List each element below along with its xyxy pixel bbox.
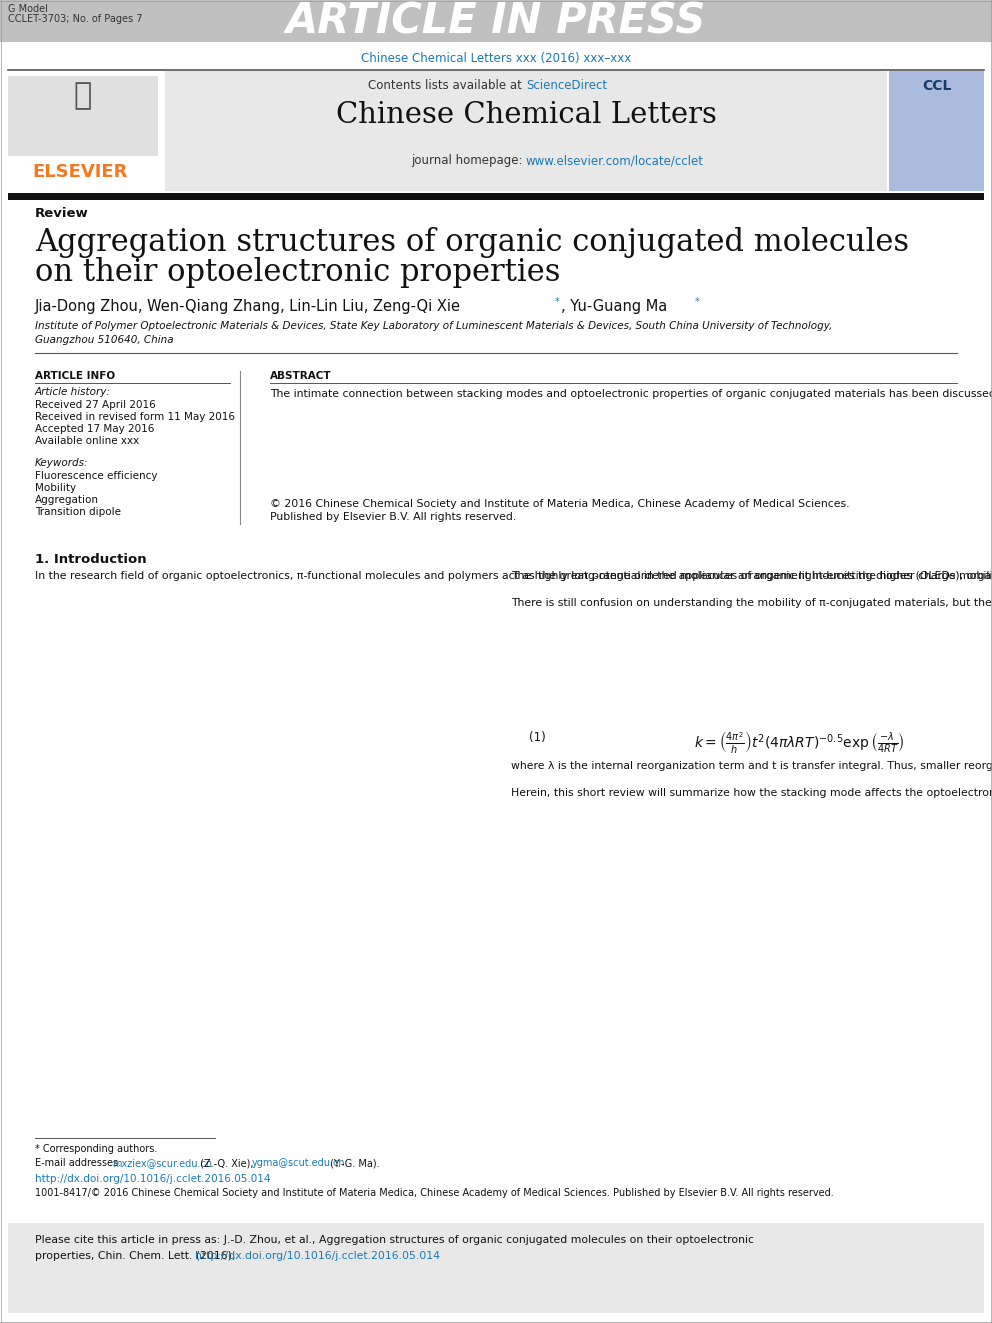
Text: http://dx.doi.org/10.1016/j.cclet.2016.05.014: http://dx.doi.org/10.1016/j.cclet.2016.0… — [195, 1252, 440, 1261]
Text: where λ is the internal reorganization term and t is transfer integral. Thus, sm: where λ is the internal reorganization t… — [511, 759, 992, 798]
Text: * Corresponding authors.: * Corresponding authors. — [35, 1144, 158, 1154]
Text: www.elsevier.com/locate/cclet: www.elsevier.com/locate/cclet — [526, 153, 704, 167]
Text: © 2016 Chinese Chemical Society and Institute of Materia Medica, Chinese Academy: © 2016 Chinese Chemical Society and Inst… — [270, 499, 849, 509]
Bar — [0, 0, 992, 42]
Text: The highly long-range ordered molecular arrangement induces the higher charge mo: The highly long-range ordered molecular … — [511, 572, 992, 609]
Bar — [889, 71, 984, 191]
Text: In the research field of organic optoelectronics, π-functional molecules and pol: In the research field of organic optoele… — [35, 572, 992, 581]
Bar — [8, 1222, 984, 1312]
Text: (Z.-Q. Xie),: (Z.-Q. Xie), — [197, 1158, 257, 1168]
Text: Mobility: Mobility — [35, 483, 76, 493]
Text: journal homepage:: journal homepage: — [411, 153, 526, 167]
Text: $k = \left(\frac{4\pi^2}{h}\right)t^2(4\pi\lambda RT)^{-0.5}\exp\left(\frac{-\la: $k = \left(\frac{4\pi^2}{h}\right)t^2(4\… — [693, 729, 905, 755]
Text: Institute of Polymer Optoelectronic Materials & Devices, State Key Laboratory of: Institute of Polymer Optoelectronic Mate… — [35, 321, 832, 331]
Text: ELSEVIER: ELSEVIER — [33, 163, 128, 181]
Text: ScienceDirect: ScienceDirect — [526, 79, 607, 93]
Bar — [8, 193, 984, 200]
Text: mxziex@scur.edu.cn: mxziex@scur.edu.cn — [112, 1158, 212, 1168]
Text: Fluorescence efficiency: Fluorescence efficiency — [35, 471, 158, 482]
Text: Transition dipole: Transition dipole — [35, 507, 121, 517]
Text: Please cite this article in press as: J.-D. Zhou, et al., Aggregation structures: Please cite this article in press as: J.… — [35, 1234, 754, 1245]
Text: Aggregation structures of organic conjugated molecules: Aggregation structures of organic conjug… — [35, 228, 909, 258]
Text: Article history:: Article history: — [35, 388, 111, 397]
Text: , Yu-Guang Ma: , Yu-Guang Ma — [561, 299, 668, 314]
Text: CCLET-3703; No. of Pages 7: CCLET-3703; No. of Pages 7 — [8, 15, 143, 24]
Text: G Model: G Model — [8, 4, 48, 15]
Text: (1): (1) — [530, 732, 546, 744]
Text: Accepted 17 May 2016: Accepted 17 May 2016 — [35, 423, 155, 434]
Bar — [8, 75, 158, 156]
Text: ABSTRACT: ABSTRACT — [270, 370, 331, 381]
Text: Guangzhou 510640, China: Guangzhou 510640, China — [35, 335, 174, 345]
Text: ygma@scut.edu.cn: ygma@scut.edu.cn — [252, 1158, 345, 1168]
Bar — [165, 71, 887, 191]
Text: Available online xxx: Available online xxx — [35, 437, 139, 446]
Text: ARTICLE INFO: ARTICLE INFO — [35, 370, 115, 381]
Text: Jia-Dong Zhou, Wen-Qiang Zhang, Lin-Lin Liu, Zeng-Qi Xie: Jia-Dong Zhou, Wen-Qiang Zhang, Lin-Lin … — [35, 299, 461, 314]
Text: E-mail addresses:: E-mail addresses: — [35, 1158, 125, 1168]
Text: Published by Elsevier B.V. All rights reserved.: Published by Elsevier B.V. All rights re… — [270, 512, 516, 523]
Text: properties, Chin. Chem. Lett. (2016),: properties, Chin. Chem. Lett. (2016), — [35, 1252, 239, 1261]
Text: http://dx.doi.org/10.1016/j.cclet.2016.05.014: http://dx.doi.org/10.1016/j.cclet.2016.0… — [35, 1174, 271, 1184]
Text: 1001-8417/© 2016 Chinese Chemical Society and Institute of Materia Medica, Chine: 1001-8417/© 2016 Chinese Chemical Societ… — [35, 1188, 833, 1199]
Text: (Y.-G. Ma).: (Y.-G. Ma). — [327, 1158, 380, 1168]
Text: *: * — [555, 296, 559, 307]
Text: Contents lists available at: Contents lists available at — [368, 79, 526, 93]
Text: 1. Introduction: 1. Introduction — [35, 553, 147, 566]
Text: 🌳: 🌳 — [73, 81, 92, 110]
Text: Aggregation: Aggregation — [35, 495, 99, 505]
Text: Chinese Chemical Letters: Chinese Chemical Letters — [335, 101, 716, 130]
Text: CCL: CCL — [922, 79, 951, 93]
Text: *: * — [695, 296, 699, 307]
Text: ARTICLE IN PRESS: ARTICLE IN PRESS — [286, 0, 706, 42]
Text: Chinese Chemical Letters xxx (2016) xxx–xxx: Chinese Chemical Letters xxx (2016) xxx–… — [361, 52, 631, 65]
Text: Review: Review — [35, 206, 88, 220]
Text: Keywords:: Keywords: — [35, 458, 88, 468]
Text: The intimate connection between stacking modes and optoelectronic properties of : The intimate connection between stacking… — [270, 389, 992, 400]
Text: Received in revised form 11 May 2016: Received in revised form 11 May 2016 — [35, 411, 235, 422]
Text: on their optoelectronic properties: on their optoelectronic properties — [35, 257, 560, 288]
Text: Received 27 April 2016: Received 27 April 2016 — [35, 400, 156, 410]
